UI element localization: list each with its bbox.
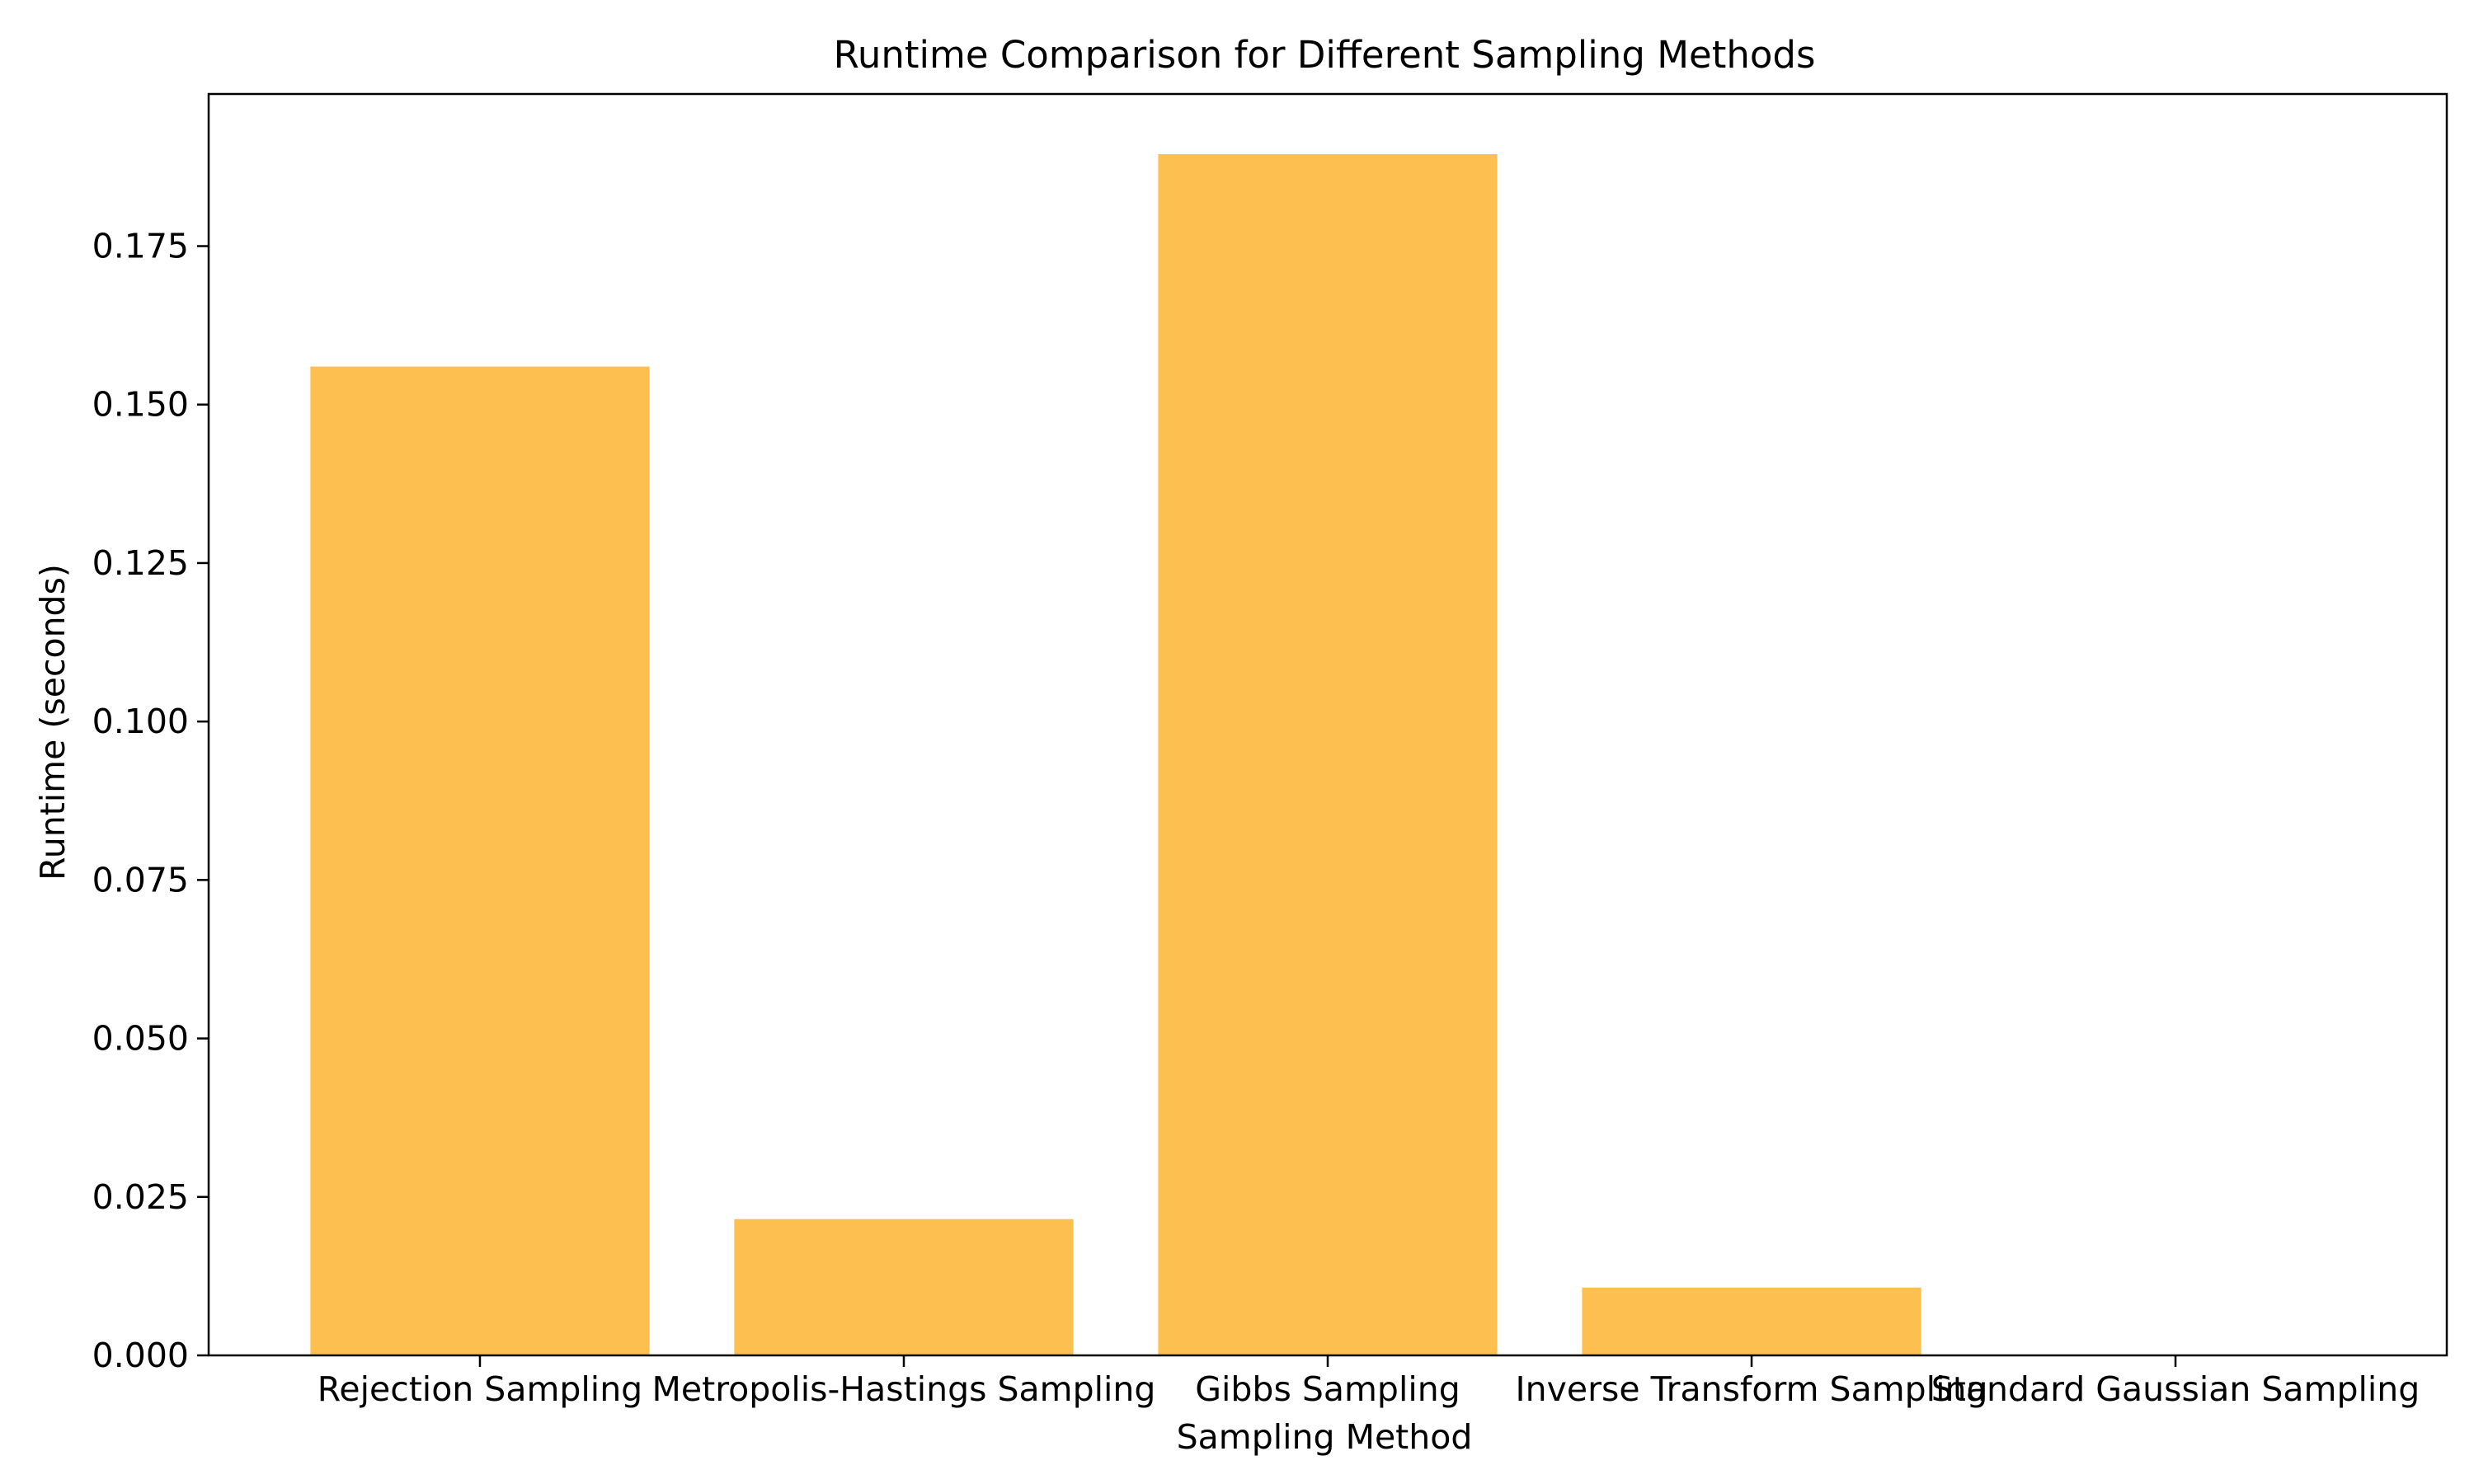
x-tick-label: Metropolis-Hastings Sampling [652,1369,1156,1409]
y-tick-label: 0.000 [92,1336,189,1375]
x-tick-label: Rejection Sampling [317,1369,643,1409]
x-tick-label: Standard Gaussian Sampling [1931,1369,2420,1409]
x-tick-label: Inverse Transform Sampling [1516,1369,1988,1409]
bar [1158,154,1498,1356]
y-tick-label: 0.125 [92,543,189,583]
y-tick-label: 0.025 [92,1177,189,1217]
y-tick-label: 0.075 [92,860,189,899]
x-tick-label: Gibbs Sampling [1195,1369,1460,1409]
y-tick-label: 0.175 [92,227,189,266]
bar [310,366,650,1355]
y-axis-ticks: 0.000 0.025 0.050 0.075 0.100 0.125 0.150 0.175 [92,227,209,1375]
bars-layer [310,154,1921,1356]
y-axis-label: Runtime (seconds) [33,564,73,881]
y-tick-label: 0.150 [92,385,189,425]
bar [734,1219,1074,1355]
plot-frame [207,92,2448,1357]
chart-title: Runtime Comparison for Different Samplin… [834,33,1816,77]
bar [1582,1287,1921,1355]
y-tick-label: 0.100 [92,702,189,741]
x-axis-label: Sampling Method [1177,1417,1473,1457]
y-tick-label: 0.050 [92,1019,189,1059]
x-axis-ticks: Rejection Sampling Metropolis-Hastings Sa… [317,1355,2420,1409]
